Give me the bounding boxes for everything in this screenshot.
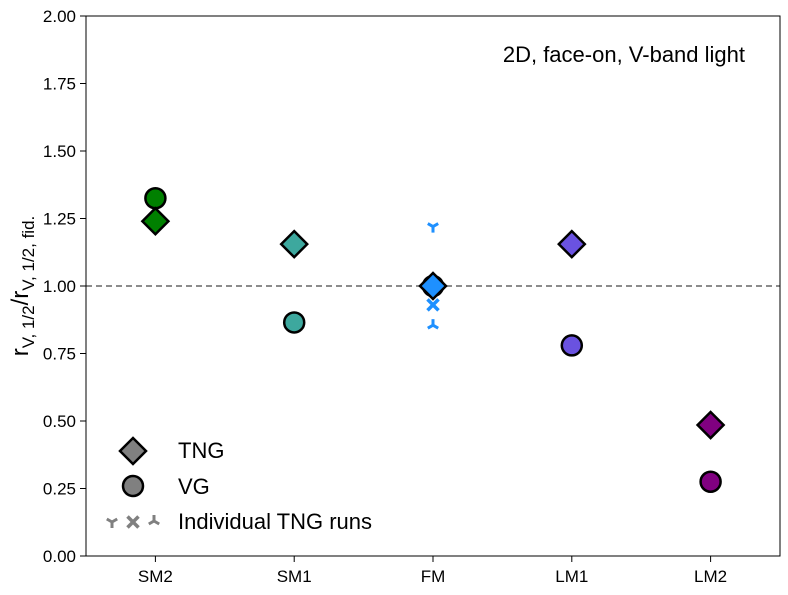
y-tick-label: 1.50	[43, 142, 76, 161]
y-label-sub1: V, 1/2	[19, 305, 38, 348]
y-axis-ticks: 0.00 0.25 0.50 0.75 1.00 1.25 1.50 1.75 2.00	[43, 7, 86, 566]
tng-point-lm2	[695, 410, 726, 440]
y-tick-label: 2.00	[43, 7, 76, 26]
y-axis-label: rV, 1/2/rV, 1/2, fid.	[7, 216, 38, 357]
tng-point-lm1	[557, 229, 587, 259]
y-tick-label: 0.50	[43, 412, 76, 431]
vg-point-sm1	[282, 311, 306, 334]
y-label-slash: /	[7, 298, 34, 305]
tng-point-fm	[418, 271, 448, 301]
tri-arm	[153, 519, 160, 526]
vg-point-lm2	[699, 470, 722, 493]
y-tick-label: 1.75	[43, 75, 76, 94]
tri-arm	[427, 222, 434, 228]
x-tick-label: SM1	[277, 567, 312, 586]
tri-arm	[427, 323, 434, 330]
run-marker-tri_down	[427, 222, 439, 233]
x-axis-ticks: SM2 SM1 FM LM1 LM2	[138, 556, 727, 586]
legend-marker-x	[126, 515, 140, 529]
y-tick-label: 1.00	[43, 277, 76, 296]
y-tick-label: 1.25	[43, 210, 76, 229]
x-stroke	[126, 515, 140, 529]
legend-label-vg: VG	[178, 474, 210, 499]
tri-arm	[111, 517, 118, 524]
legend-marker-tri-down	[106, 517, 118, 528]
vg-series	[144, 187, 722, 493]
x-tick-label: FM	[421, 567, 446, 586]
y-label-r1: r	[7, 348, 34, 356]
plot-frame	[85, 15, 781, 557]
legend-entry-tng	[118, 436, 148, 466]
y-label-r2: r	[7, 291, 34, 299]
x-tick-label: LM1	[555, 567, 588, 586]
tri-arm	[432, 222, 439, 228]
legend-marker-circle	[121, 474, 145, 498]
tri-arm	[148, 519, 155, 526]
legend: TNG VG Individual TNG runs	[106, 436, 372, 534]
y-tick-label: 0.00	[43, 547, 76, 566]
legend-label-tng: TNG	[178, 438, 224, 463]
tng-point-sm2	[140, 206, 171, 236]
tri-arm	[432, 323, 439, 330]
vg-point-lm1	[560, 334, 584, 357]
run-marker-x	[426, 298, 440, 312]
x-stroke	[426, 298, 440, 312]
y-tick-label: 0.25	[43, 480, 76, 499]
legend-marker-tri-up	[148, 515, 160, 526]
y-label-sub2: V, 1/2, fid.	[19, 216, 38, 291]
vg-point-sm2	[144, 187, 167, 210]
x-tick-label: SM2	[138, 567, 173, 586]
run-marker-tri_up	[427, 319, 439, 330]
tng-series	[140, 206, 726, 440]
annotation-text: 2D, face-on, V-band light	[503, 42, 745, 67]
legend-entry-vg	[121, 474, 145, 498]
tri-arm	[106, 517, 113, 524]
legend-marker-diamond	[118, 436, 148, 466]
x-tick-label: LM2	[694, 567, 727, 586]
legend-label-individual-runs: Individual TNG runs	[178, 509, 372, 534]
tng-point-sm1	[279, 229, 309, 259]
y-tick-label: 0.75	[43, 345, 76, 364]
legend-entry-individual-runs	[106, 515, 160, 529]
individual-tng-runs	[426, 222, 440, 330]
